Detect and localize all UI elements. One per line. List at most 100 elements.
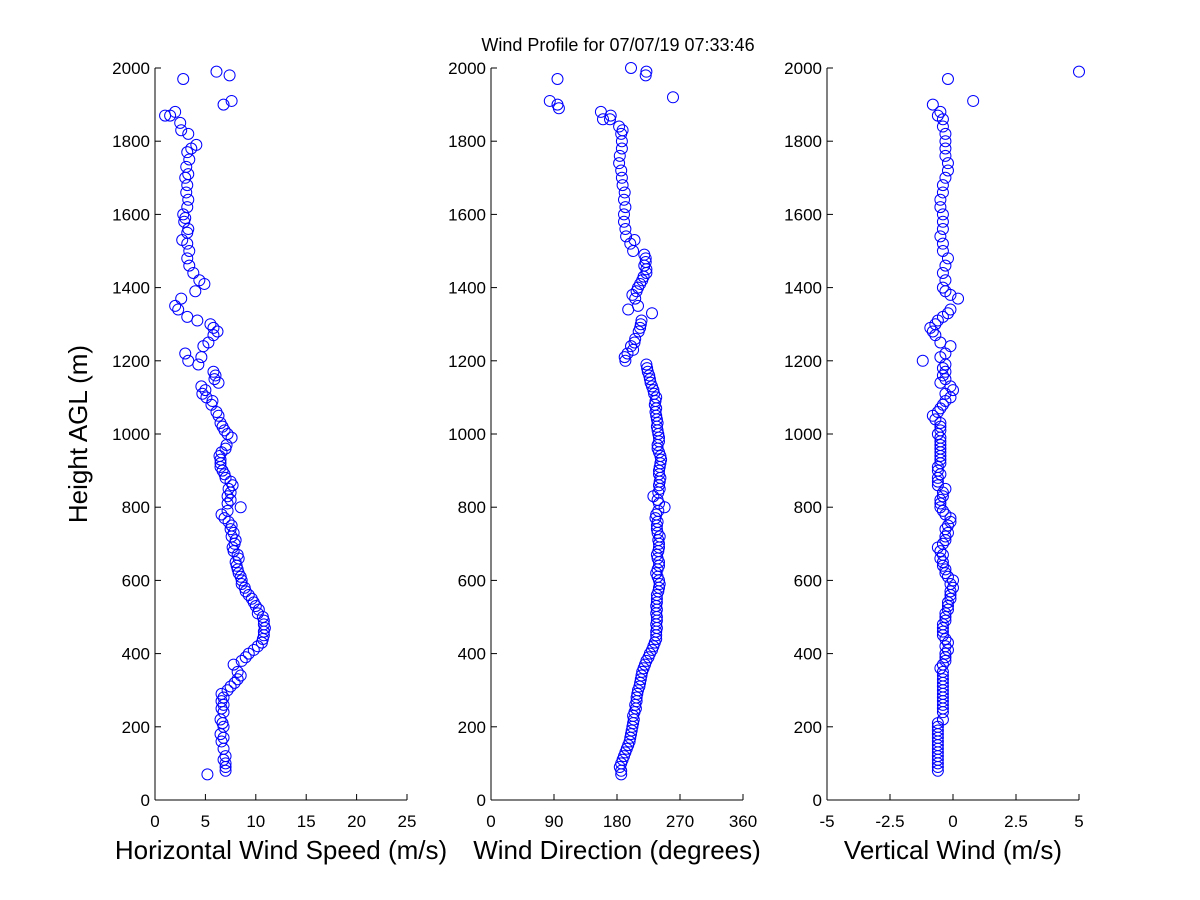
- data-point: [183, 259, 196, 272]
- data-point: [212, 376, 225, 389]
- data-point: [238, 581, 251, 594]
- data-point: [936, 120, 949, 133]
- data-point: [936, 625, 949, 638]
- data-point: [634, 321, 647, 334]
- x-tick-label: 2.5: [1004, 812, 1028, 831]
- data-point: [257, 618, 270, 631]
- data-point: [217, 742, 230, 755]
- data-point: [936, 237, 949, 250]
- y-tick-label: 1400: [112, 279, 150, 298]
- data-point: [929, 413, 942, 426]
- y-ticks: 0 200 400 600 800 1000 1200 1400 1600 1800 2000: [784, 59, 833, 810]
- x-ticks: -5 -2.5 0 2.5 5: [819, 794, 1084, 831]
- data-point: [620, 230, 633, 243]
- data-point: [210, 65, 223, 78]
- axes-frame: [490, 68, 743, 801]
- data-point: [939, 373, 952, 386]
- data-point: [228, 537, 241, 550]
- x-tick-label: 25: [398, 812, 417, 831]
- data-point: [936, 556, 949, 569]
- data-point: [187, 266, 200, 279]
- data-point: [936, 504, 949, 517]
- data-point: [941, 307, 954, 320]
- data-point: [941, 72, 954, 85]
- data-point: [939, 259, 952, 272]
- x-tick-label: 0: [486, 812, 495, 831]
- data-point: [926, 325, 939, 338]
- data-point: [182, 223, 195, 236]
- data-point: [201, 768, 214, 781]
- data-point: [247, 643, 260, 656]
- data-point: [181, 201, 194, 214]
- data-point: [939, 365, 952, 378]
- data-point: [195, 351, 208, 364]
- y-tick-label: 1800: [112, 132, 150, 151]
- y-tick-label: 0: [141, 791, 150, 810]
- data-point: [231, 665, 244, 678]
- axes-frame: [826, 68, 1079, 801]
- data-point: [939, 142, 952, 155]
- data-point: [939, 149, 952, 162]
- data-point: [934, 105, 947, 118]
- data-point: [210, 406, 223, 419]
- data-point: [631, 687, 644, 700]
- data-point: [635, 669, 648, 682]
- data-point: [205, 398, 218, 411]
- data-point: [217, 720, 230, 733]
- data-point: [222, 482, 235, 495]
- data-point: [232, 552, 245, 565]
- y-tick-label: 1800: [448, 132, 486, 151]
- data-point: [941, 252, 954, 265]
- data-point: [944, 585, 957, 598]
- y-tick-label: 400: [122, 645, 150, 664]
- data-point: [223, 69, 236, 82]
- x-tick-label: 5: [201, 812, 210, 831]
- data-point: [206, 395, 219, 408]
- data-point: [916, 354, 929, 367]
- data-point: [234, 669, 247, 682]
- data-point: [190, 138, 203, 151]
- data-point: [232, 567, 245, 580]
- data-point: [214, 417, 227, 430]
- y-tick-label: 800: [122, 498, 150, 517]
- data-point: [944, 578, 957, 591]
- data-point: [926, 98, 939, 111]
- data-point: [175, 124, 188, 137]
- data-point: [939, 523, 952, 536]
- data-point: [650, 391, 663, 404]
- data-point: [939, 567, 952, 580]
- y-tick-label: 1000: [448, 425, 486, 444]
- data-point: [191, 314, 204, 327]
- data-point: [934, 336, 947, 349]
- wind-direction-panel: 0 90 180 270 360 0 200 400 600 800 1000 1200 1400 16…: [448, 59, 761, 865]
- data-point: [221, 490, 234, 503]
- x-tick-label: -2.5: [875, 812, 904, 831]
- data-point: [615, 171, 628, 184]
- data-point: [939, 171, 952, 184]
- x-tick-label: 15: [297, 812, 316, 831]
- data-point: [634, 673, 647, 686]
- y-tick-label: 1400: [784, 279, 822, 298]
- data-point: [931, 464, 944, 477]
- data-point: [939, 640, 952, 653]
- data-point: [207, 365, 220, 378]
- data-point: [181, 146, 194, 159]
- data-point: [936, 537, 949, 550]
- data-point: [639, 255, 652, 268]
- data-point: [179, 347, 192, 360]
- data-point: [936, 266, 949, 279]
- data-point: [235, 654, 248, 667]
- data-point: [936, 362, 949, 375]
- data-point: [224, 680, 237, 693]
- data-point: [632, 281, 644, 294]
- data-point: [640, 358, 653, 371]
- y-ticks: 0 200 400 600 800 1000 1200 1400 1600 1800 2000: [112, 59, 161, 810]
- data-point: [627, 245, 640, 257]
- data-point: [239, 651, 252, 664]
- data-point: [169, 299, 182, 312]
- data-point: [931, 460, 944, 473]
- y-tick-label: 1600: [448, 205, 486, 224]
- data-point: [939, 563, 952, 576]
- data-point: [204, 318, 217, 331]
